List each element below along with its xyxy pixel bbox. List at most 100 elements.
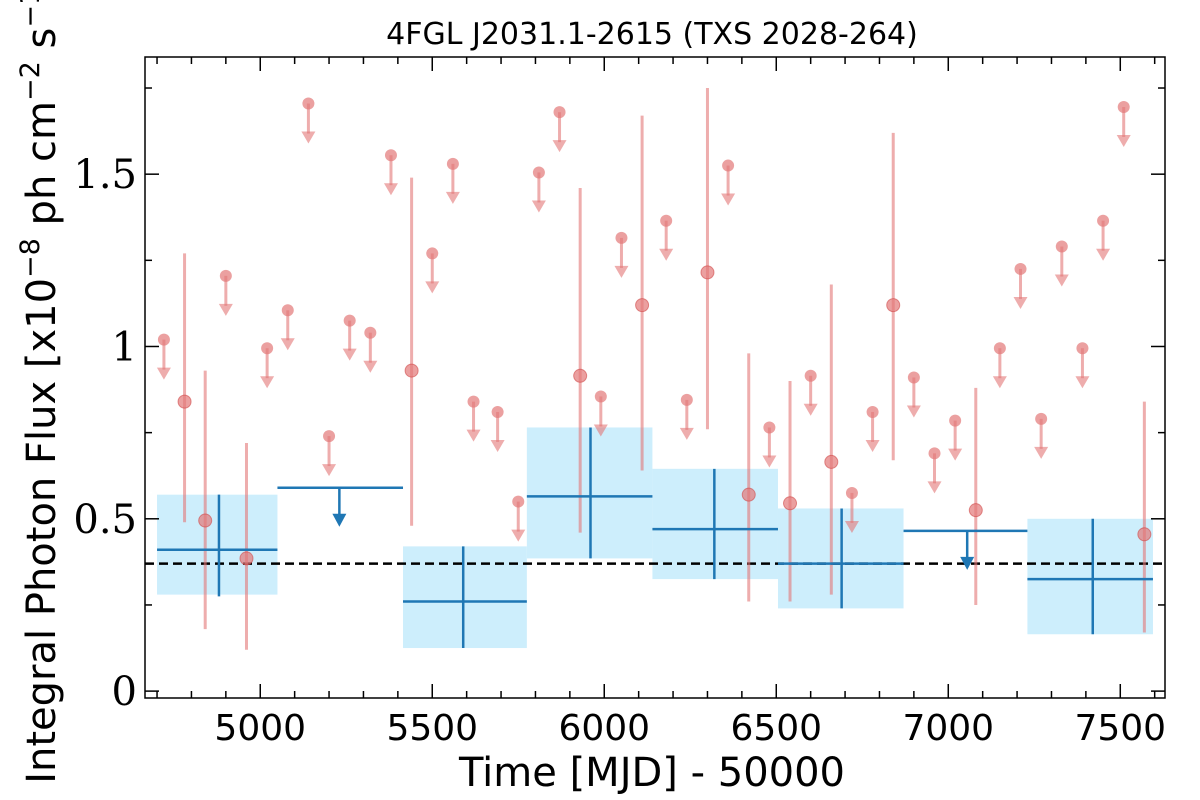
- monthly-upper-limit-arrow: [156, 367, 171, 380]
- monthly-upper-limit-arrow: [490, 439, 505, 452]
- x-tick-label: 5000: [214, 708, 306, 749]
- monthly-upper-limit-arrow: [1034, 446, 1049, 459]
- monthly-point: [700, 265, 715, 280]
- monthly-upper-limit-point: [1014, 262, 1027, 275]
- x-tick-label: 7000: [902, 708, 994, 749]
- yearly-bands: [157, 427, 1153, 649]
- monthly-point: [635, 298, 650, 313]
- monthly-point: [1137, 527, 1152, 542]
- monthly-upper-limit-point: [343, 314, 356, 327]
- yearly-error-band: [403, 546, 527, 649]
- monthly-upper-limit-point: [1055, 240, 1068, 253]
- monthly-upper-limit-point: [804, 369, 817, 382]
- monthly-upper-limit-arrow: [1096, 248, 1111, 261]
- monthly-upper-limit-point: [446, 157, 459, 170]
- axis-ticks: 5000 5500 6000 6500 7000 7500 0 0.5 1 1.5: [73, 57, 1166, 749]
- monthly-upper-limit-arrow: [1075, 376, 1090, 389]
- monthly-upper-limit-point: [491, 405, 504, 418]
- monthly-upper-limit-arrow: [948, 448, 963, 461]
- x-tick-label: 6000: [558, 708, 650, 749]
- monthly-upper-limit-arrow: [865, 439, 880, 452]
- monthly-upper-limit-arrow: [260, 376, 275, 389]
- monthly-point: [404, 363, 419, 378]
- monthly-point: [573, 368, 588, 383]
- monthly-point: [824, 454, 839, 469]
- monthly-upper-limit-arrow: [280, 338, 295, 351]
- monthly-upper-limit-point: [157, 333, 170, 346]
- monthly-upper-limit-arrow: [1116, 134, 1131, 147]
- monthly-upper-limit-arrow: [906, 405, 921, 418]
- monthly-upper-limit-point: [615, 231, 628, 244]
- monthly-point: [968, 503, 983, 518]
- monthly-upper-limit-point: [281, 304, 294, 317]
- monthly-series: [156, 88, 1152, 650]
- monthly-upper-limit-point: [866, 405, 879, 418]
- monthly-upper-limit-point: [993, 342, 1006, 355]
- monthly-upper-limit-point: [467, 395, 480, 408]
- yearly-series: [157, 427, 1153, 649]
- x-tick-label: 5500: [386, 708, 478, 749]
- monthly-upper-limit-point: [907, 371, 920, 384]
- monthly-upper-limit-point: [426, 247, 439, 260]
- monthly-upper-limit-point: [384, 149, 397, 162]
- monthly-upper-limit-arrow: [383, 183, 398, 196]
- monthly-upper-limit-point: [302, 97, 315, 110]
- monthly-upper-limit-arrow: [992, 376, 1007, 389]
- monthly-upper-limit-arrow: [1054, 274, 1069, 287]
- yearly-error-band: [1027, 518, 1153, 635]
- monthly-point: [177, 394, 192, 409]
- monthly-upper-limit-arrow: [301, 131, 316, 144]
- chart-title: 4FGL J2031.1-2615 (TXS 2028-264): [386, 17, 918, 52]
- monthly-upper-limit-point: [1097, 214, 1110, 227]
- monthly-upper-limit-arrow: [659, 248, 674, 261]
- monthly-upper-limit-point: [512, 495, 525, 508]
- monthly-point: [741, 487, 756, 502]
- monthly-upper-limit-arrow: [445, 191, 460, 204]
- monthly-upper-limit-point: [1076, 342, 1089, 355]
- monthly-point: [783, 496, 798, 511]
- monthly-upper-limit-point: [680, 393, 693, 406]
- y-axis-label: Integral Photon Flux [x10−8 ph cm−2 s−1]: [15, 0, 65, 784]
- monthly-upper-limit-arrow: [363, 360, 378, 373]
- monthly-point: [239, 551, 254, 566]
- monthly-upper-limit-point: [660, 214, 673, 227]
- monthly-upper-limit-point: [949, 414, 962, 427]
- monthly-upper-limit-point: [261, 342, 274, 355]
- monthly-upper-limit-arrow: [803, 403, 818, 416]
- x-tick-label: 6500: [730, 708, 822, 749]
- monthly-point: [198, 513, 213, 528]
- monthly-upper-limit-arrow: [531, 200, 546, 213]
- plot-frame: [144, 56, 1166, 699]
- monthly-point: [886, 298, 901, 313]
- monthly-upper-limit-point: [532, 166, 545, 179]
- yearly-upper-limit-arrow: [960, 556, 975, 570]
- monthly-upper-limit-arrow: [844, 520, 859, 533]
- monthly-upper-limit-arrow: [593, 424, 608, 437]
- monthly-upper-limit-point: [928, 447, 941, 460]
- monthly-upper-limit-arrow: [342, 348, 357, 361]
- monthly-upper-limit-arrow: [721, 193, 736, 206]
- monthly-upper-limit-arrow: [762, 455, 777, 468]
- monthly-upper-limit-arrow: [511, 529, 526, 542]
- monthly-upper-limit-arrow: [927, 481, 942, 494]
- monthly-upper-limit-arrow: [614, 265, 629, 278]
- monthly-upper-limit-arrow: [679, 427, 694, 440]
- monthly-upper-limit-point: [763, 421, 776, 434]
- monthly-upper-limit-arrow: [552, 140, 567, 153]
- monthly-upper-limit-arrow: [425, 281, 440, 294]
- monthly-upper-limit-arrow: [1013, 296, 1028, 309]
- monthly-upper-limit-arrow: [218, 303, 233, 316]
- monthly-upper-limit-arrow: [466, 429, 481, 442]
- monthly-upper-limit-point: [1035, 412, 1048, 425]
- yearly-error-band: [157, 494, 278, 595]
- monthly-upper-limit-point: [323, 430, 336, 443]
- monthly-upper-limit-arrow: [322, 464, 337, 477]
- monthly-upper-limit-point: [722, 159, 735, 172]
- monthly-upper-limit-point: [364, 326, 377, 339]
- monthly-upper-limit-point: [594, 390, 607, 403]
- yearly-upper-limit-arrow: [332, 513, 347, 527]
- x-axis-label: Time [MJD] - 50000: [458, 750, 845, 796]
- monthly-upper-limit-point: [219, 269, 232, 282]
- monthly-upper-limit-point: [553, 106, 566, 119]
